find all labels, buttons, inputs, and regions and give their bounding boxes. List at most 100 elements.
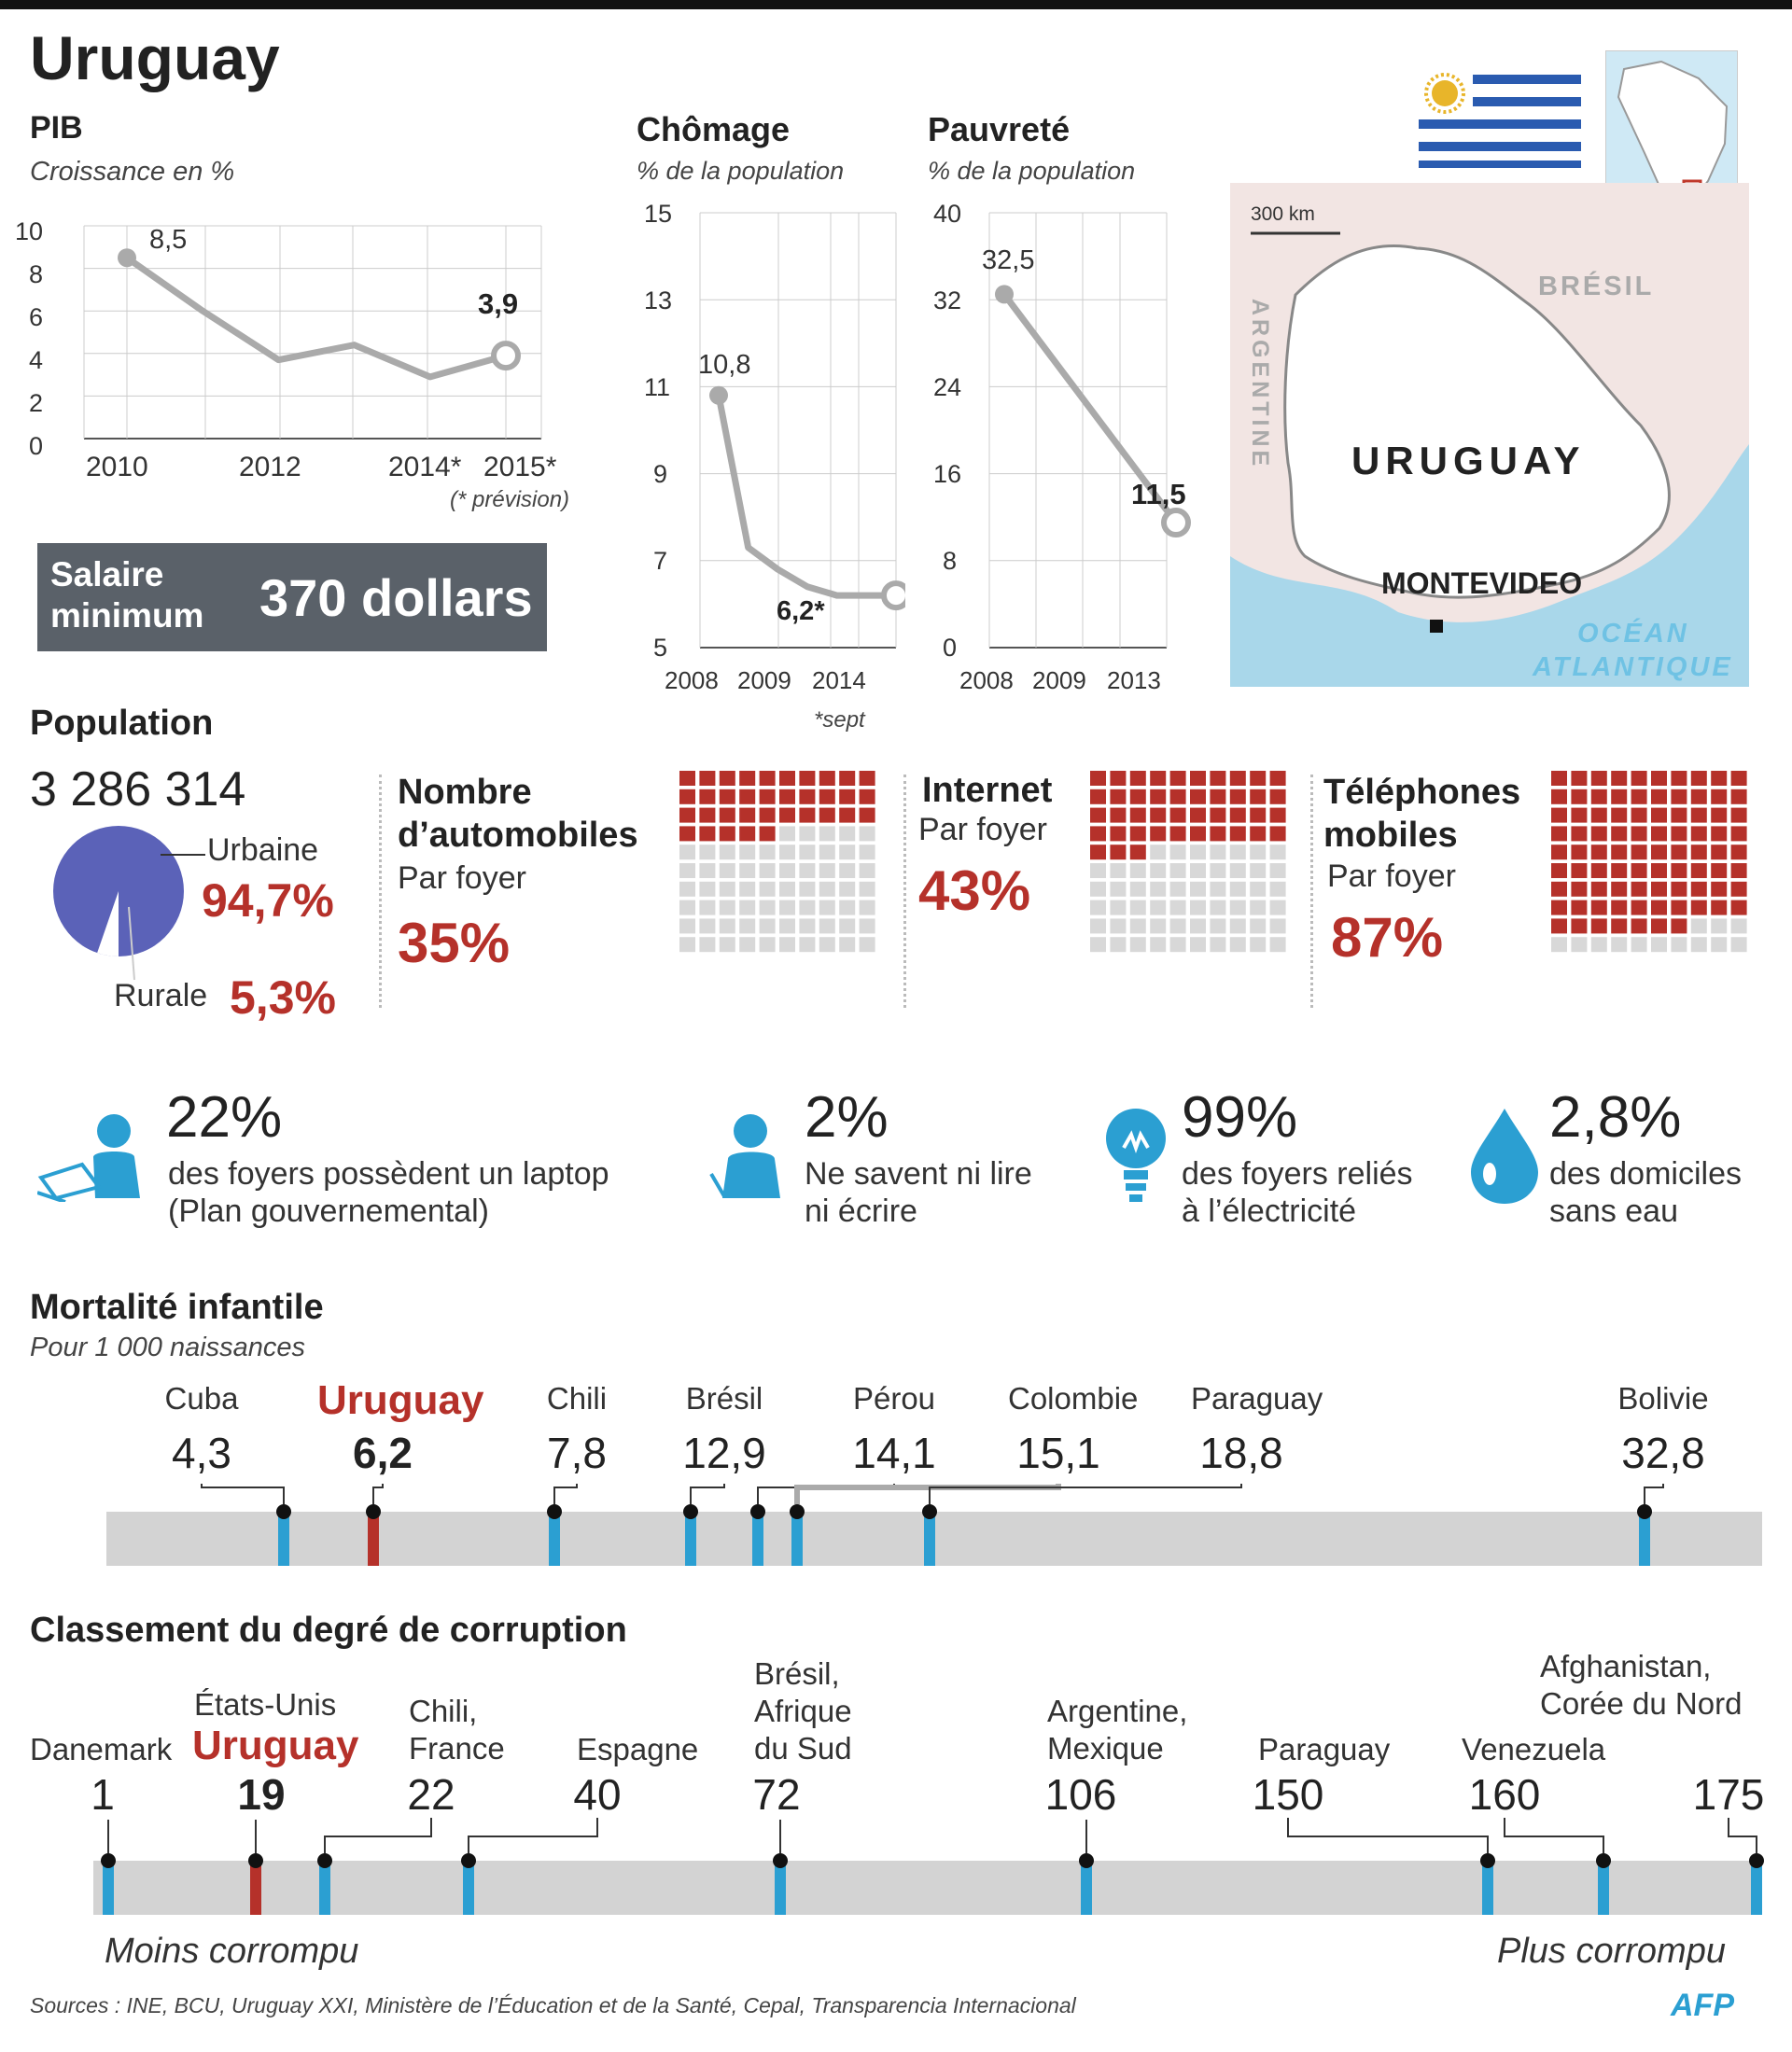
- waffle-cell-empty: [819, 881, 835, 897]
- waffle-cell-filled: [1690, 789, 1707, 804]
- waffle-cell-empty: [739, 881, 756, 897]
- waffle-cell-filled: [1730, 789, 1747, 804]
- waffle-cell-empty: [859, 863, 875, 878]
- waffle-cell-empty: [779, 881, 795, 897]
- waffle-cell-filled: [839, 771, 856, 786]
- waffle-cell-empty: [1150, 881, 1167, 897]
- chomage-ytick: 5: [653, 634, 668, 662]
- corruption-tick: [1081, 1861, 1092, 1915]
- waffle-cell-filled: [1269, 826, 1286, 842]
- flag-stripe: [1419, 119, 1581, 129]
- waffle-cell-filled: [1571, 845, 1588, 860]
- waffle-cell-filled: [819, 771, 835, 786]
- waffle-cell-filled: [1090, 771, 1106, 786]
- waffle-cell-filled: [1250, 807, 1267, 823]
- waffle-cell-filled: [1611, 863, 1628, 878]
- icon-stat-line: Ne savent ni lire: [805, 1156, 1032, 1192]
- waffle-cell-empty: [719, 937, 735, 953]
- mortalite-leader: [690, 1484, 725, 1504]
- corruption-point: [317, 1853, 332, 1868]
- pib-title: PIB: [30, 110, 83, 146]
- waffle-cell-empty: [839, 900, 856, 915]
- corruption-leader: [1728, 1818, 1757, 1853]
- waffle-cell-empty: [859, 937, 875, 953]
- waffle-cell-filled: [1129, 771, 1146, 786]
- icon-stat-text: des domiciles sans eau: [1549, 1155, 1742, 1230]
- waffle-cell-empty: [1169, 937, 1186, 953]
- waffle-cell-empty: [839, 863, 856, 878]
- waffle-cell-empty: [1190, 845, 1206, 860]
- waffle-cell-empty: [1671, 937, 1687, 953]
- waffle-cell-empty: [1210, 900, 1226, 915]
- waffle-cell-empty: [719, 845, 735, 860]
- waffle-cell-filled: [719, 807, 735, 823]
- corruption-country-label: Paraguay: [1258, 1732, 1391, 1766]
- map-water: [1230, 444, 1749, 687]
- top-rule: [0, 0, 1792, 9]
- waffle-cell-filled: [1631, 881, 1647, 897]
- waffle-cell-empty: [1269, 900, 1286, 915]
- waffle-cell-empty: [1090, 881, 1106, 897]
- corruption-label-line: France: [409, 1731, 505, 1766]
- lightbulb-icon: [1106, 1109, 1166, 1202]
- waffle-cell-empty: [679, 937, 695, 953]
- pib-ytick: 4: [28, 346, 43, 374]
- corruption-leader: [1504, 1818, 1604, 1853]
- corruption-point: [248, 1853, 263, 1868]
- waffle-cell-filled: [1551, 863, 1567, 878]
- water-drop-icon: [1471, 1109, 1538, 1204]
- waffle-cell-empty: [759, 881, 776, 897]
- mortalite-tick: [685, 1512, 696, 1566]
- waffle-cell-filled: [739, 807, 756, 823]
- waffle-cell-filled: [1611, 918, 1628, 934]
- waffle-phones-pct: 87%: [1331, 906, 1444, 969]
- waffle-cell-filled: [1730, 845, 1747, 860]
- waffle-cell-empty: [759, 845, 776, 860]
- waffle-cell-empty: [799, 863, 816, 878]
- waffle-cell-empty: [839, 881, 856, 897]
- waffle-cell-empty: [1631, 937, 1647, 953]
- sources: Sources : INE, BCU, Uruguay XXI, Ministè…: [30, 1993, 1076, 2017]
- waffle-cell-filled: [1210, 771, 1226, 786]
- mortalite-country-label: Uruguay: [317, 1377, 484, 1423]
- waffle-cell-empty: [1110, 900, 1127, 915]
- flag-stripe: [1473, 75, 1581, 84]
- population-rural-label: Rurale: [114, 978, 208, 1013]
- waffle-cell-filled: [1110, 826, 1127, 842]
- waffle-cell-empty: [1551, 937, 1567, 953]
- waffle-cell-filled: [1651, 863, 1667, 878]
- waffle-cell-filled: [799, 789, 816, 804]
- waffle-cell-empty: [699, 918, 716, 934]
- waffle-autos-title-line1: Nombre: [398, 773, 532, 812]
- map-label-argentine: ARGENTINE: [1247, 299, 1273, 469]
- waffle-internet: [1090, 771, 1286, 953]
- waffle-cell-empty: [1169, 900, 1186, 915]
- waffle-cell-filled: [1190, 789, 1206, 804]
- waffle-cell-empty: [779, 918, 795, 934]
- waffle-cell-filled: [1671, 826, 1687, 842]
- waffle-cell-empty: [1190, 900, 1206, 915]
- salaire-label-line2: minimum: [50, 596, 204, 635]
- waffle-cell-filled: [719, 771, 735, 786]
- waffle-cell-filled: [1571, 918, 1588, 934]
- waffle-cell-filled: [699, 789, 716, 804]
- waffle-cell-filled: [839, 789, 856, 804]
- waffle-autos: [679, 771, 875, 953]
- pib-subtitle: Croissance en %: [30, 157, 235, 187]
- corruption-country-label: États-Unis: [194, 1687, 337, 1722]
- waffle-cell-empty: [1090, 900, 1106, 915]
- waffle-cell-empty: [859, 900, 875, 915]
- waffle-cell-empty: [1090, 918, 1106, 934]
- pib-note: (* prévision): [450, 487, 570, 512]
- waffle-cell-filled: [739, 789, 756, 804]
- waffle-cell-empty: [1210, 881, 1226, 897]
- waffle-cell-empty: [779, 845, 795, 860]
- waffle-autos-title: Nombre d’automobiles: [398, 771, 638, 857]
- waffle-cell-filled: [1671, 863, 1687, 878]
- corruption-tick: [319, 1861, 330, 1915]
- pauvrete-point-last: [1161, 508, 1191, 538]
- waffle-cell-empty: [1730, 918, 1747, 934]
- corruption-label-line: Argentine,: [1047, 1694, 1188, 1728]
- mortalite-leader: [794, 1484, 1061, 1504]
- waffle-cell-filled: [779, 789, 795, 804]
